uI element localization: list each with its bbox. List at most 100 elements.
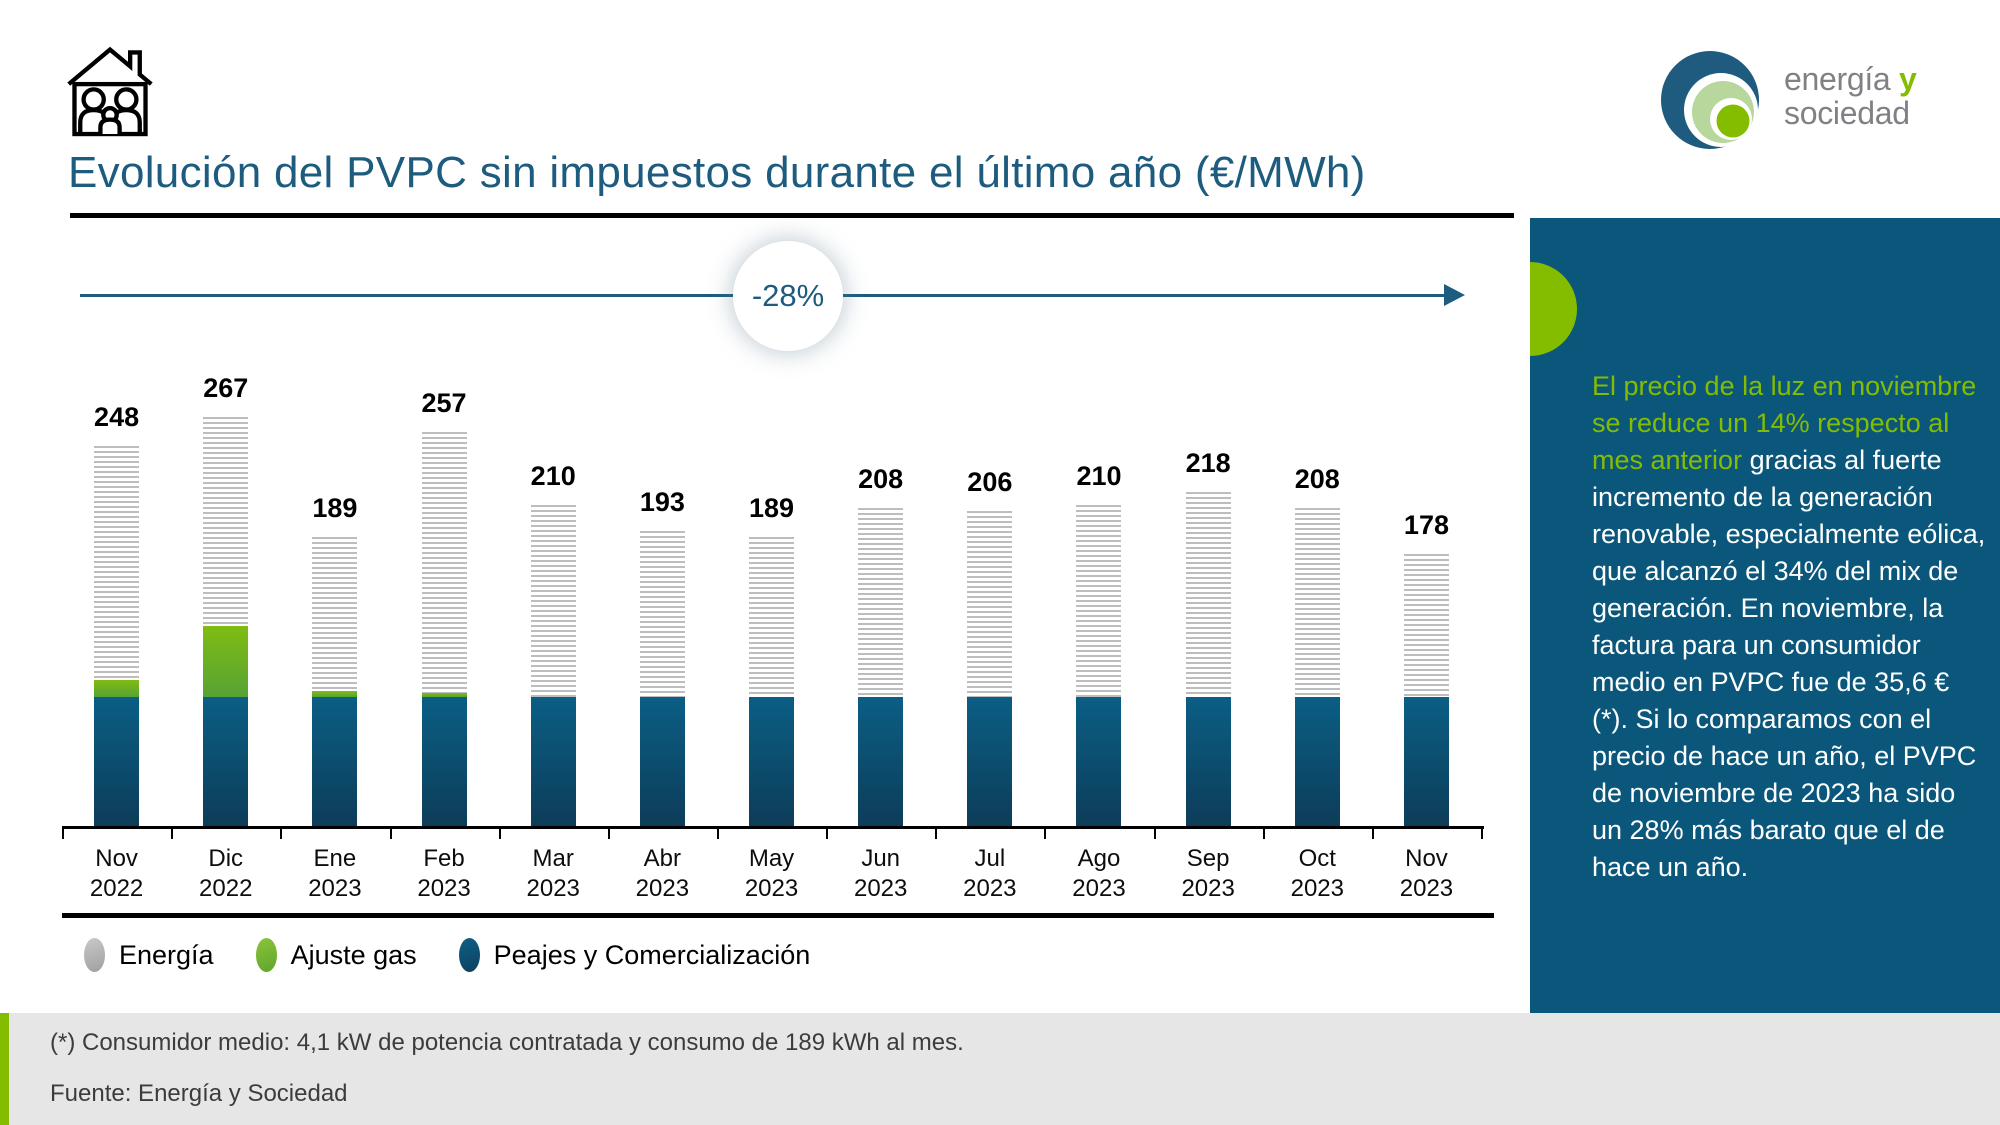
bar-segment-dark-blue xyxy=(858,697,904,828)
bar-segment-gray-striped xyxy=(94,446,140,681)
bar-segment-gray-striped xyxy=(203,416,249,627)
category-label: Abr 2023 xyxy=(608,844,717,904)
footnote: (*) Consumidor medio: 4,1 kW de potencia… xyxy=(50,1029,964,1056)
bar-value-label: 267 xyxy=(203,372,249,403)
category-label: Nov 2023 xyxy=(1372,844,1481,904)
category-year: 2022 xyxy=(199,875,253,902)
bar-segment-dark-blue xyxy=(421,697,467,828)
category-month: May xyxy=(748,845,795,872)
category-label: Mar 2023 xyxy=(499,844,608,904)
bar-stack xyxy=(749,536,795,828)
bar-segment-dark-blue xyxy=(203,697,249,828)
bar-column: 208 xyxy=(826,464,935,828)
bar-column: 257 xyxy=(389,388,498,828)
logo-text: energía y sociedad xyxy=(1784,61,1917,131)
category-month: Dic xyxy=(208,845,244,872)
logo-mark-icon xyxy=(1661,51,1759,149)
category-label: Sep 2023 xyxy=(1154,844,1263,904)
axis-tick xyxy=(607,829,610,839)
change-badge: -28% xyxy=(733,241,843,351)
bar-segment-green xyxy=(312,690,358,698)
legend: Energía Ajuste gas Peajes y Comercializaci… xyxy=(84,938,810,972)
bar-value-label: 210 xyxy=(530,460,576,491)
category-year: 2023 xyxy=(308,875,362,902)
bar-column: 208 xyxy=(1263,464,1372,828)
bar-segment-green xyxy=(203,626,249,698)
bar-column: 193 xyxy=(608,487,717,828)
category-year: 2023 xyxy=(1181,875,1235,902)
category-year: 2023 xyxy=(744,875,799,902)
bar-segment-gray-striped xyxy=(967,510,1013,698)
category-year: 2023 xyxy=(417,875,471,902)
bar-segment-gray-striped xyxy=(1403,553,1449,698)
axis-tick xyxy=(935,829,938,839)
bar-value-label: 208 xyxy=(1294,463,1340,494)
bar-column: 210 xyxy=(1044,461,1153,828)
title-underline xyxy=(70,213,1514,218)
category-label: Ago 2023 xyxy=(1044,844,1153,904)
chart-bottom-rule xyxy=(62,913,1494,918)
category-month: Jun xyxy=(861,845,901,872)
category-label: Ene 2023 xyxy=(280,844,389,904)
category-month: Jul xyxy=(974,845,1006,872)
axis-tick xyxy=(716,829,719,839)
arrow-head-icon xyxy=(1444,284,1465,306)
legend-swatch-dark-blue xyxy=(458,938,480,972)
legend-label: Peajes y Comercialización xyxy=(493,939,811,970)
bar-segment-gray-striped xyxy=(421,432,467,693)
bar-segment-dark-blue xyxy=(530,697,576,828)
category-month: Feb xyxy=(423,845,465,872)
bar-segment-green xyxy=(94,680,140,698)
footer: (*) Consumidor medio: 4,1 kW de potencia… xyxy=(0,1013,2000,1125)
bar-stack xyxy=(421,432,467,828)
bar-segment-gray-striped xyxy=(749,536,795,698)
legend-swatch-green xyxy=(255,938,277,972)
bar-segment-gray-striped xyxy=(312,536,358,691)
axis-ticks xyxy=(62,826,1484,839)
bar-segment-gray-striped xyxy=(1076,504,1122,698)
bar-segment-dark-blue xyxy=(967,697,1013,828)
legend-swatch-gray-striped xyxy=(84,938,105,972)
legend-label: Energía xyxy=(119,939,214,970)
category-year: 2023 xyxy=(1072,875,1126,902)
category-label: Nov 2022 xyxy=(62,844,171,904)
bar-segment-dark-blue xyxy=(639,697,685,828)
category-month: Ago xyxy=(1077,845,1121,872)
bar-stack xyxy=(1185,492,1231,828)
category-year: 2023 xyxy=(963,875,1017,902)
bar-column: 189 xyxy=(280,493,389,828)
bar-segment-gray-striped xyxy=(639,530,685,698)
bar-value-label: 208 xyxy=(858,463,904,494)
category-month: Ene xyxy=(313,845,357,872)
category-year: 2023 xyxy=(635,875,690,902)
axis-tick xyxy=(62,829,64,839)
axis-tick xyxy=(826,829,829,839)
axis-tick xyxy=(1044,829,1047,839)
bar-column: 267 xyxy=(171,373,280,828)
bar-value-label: 257 xyxy=(421,388,467,419)
bar-column: 248 xyxy=(62,402,171,828)
bar-stack xyxy=(94,446,140,828)
bar-value-label: 189 xyxy=(312,492,358,523)
category-month: Oct xyxy=(1298,845,1336,872)
footer-accent-bar xyxy=(0,1013,9,1125)
category-label: Jun 2023 xyxy=(826,844,935,904)
bar-stack xyxy=(858,507,904,828)
bar-column: 206 xyxy=(935,467,1044,828)
axis-tick xyxy=(1262,829,1265,839)
axis-tick xyxy=(1481,829,1483,839)
bar-value-label: 210 xyxy=(1076,460,1122,491)
category-year: 2023 xyxy=(526,875,580,902)
category-year: 2023 xyxy=(853,875,908,902)
bar-segment-dark-blue xyxy=(94,697,140,828)
category-label: Feb 2023 xyxy=(389,844,498,904)
bar-value-label: 206 xyxy=(967,466,1013,497)
category-month: Nov xyxy=(95,845,138,872)
category-label: Dic 2022 xyxy=(171,844,280,904)
sidebar-text: El precio de la luz en noviembre se redu… xyxy=(1592,368,1986,886)
category-month: Nov xyxy=(1405,845,1448,872)
axis-tick xyxy=(498,829,501,839)
category-month: Mar xyxy=(532,845,574,872)
source-note: Fuente: Energía y Sociedad xyxy=(50,1080,348,1107)
